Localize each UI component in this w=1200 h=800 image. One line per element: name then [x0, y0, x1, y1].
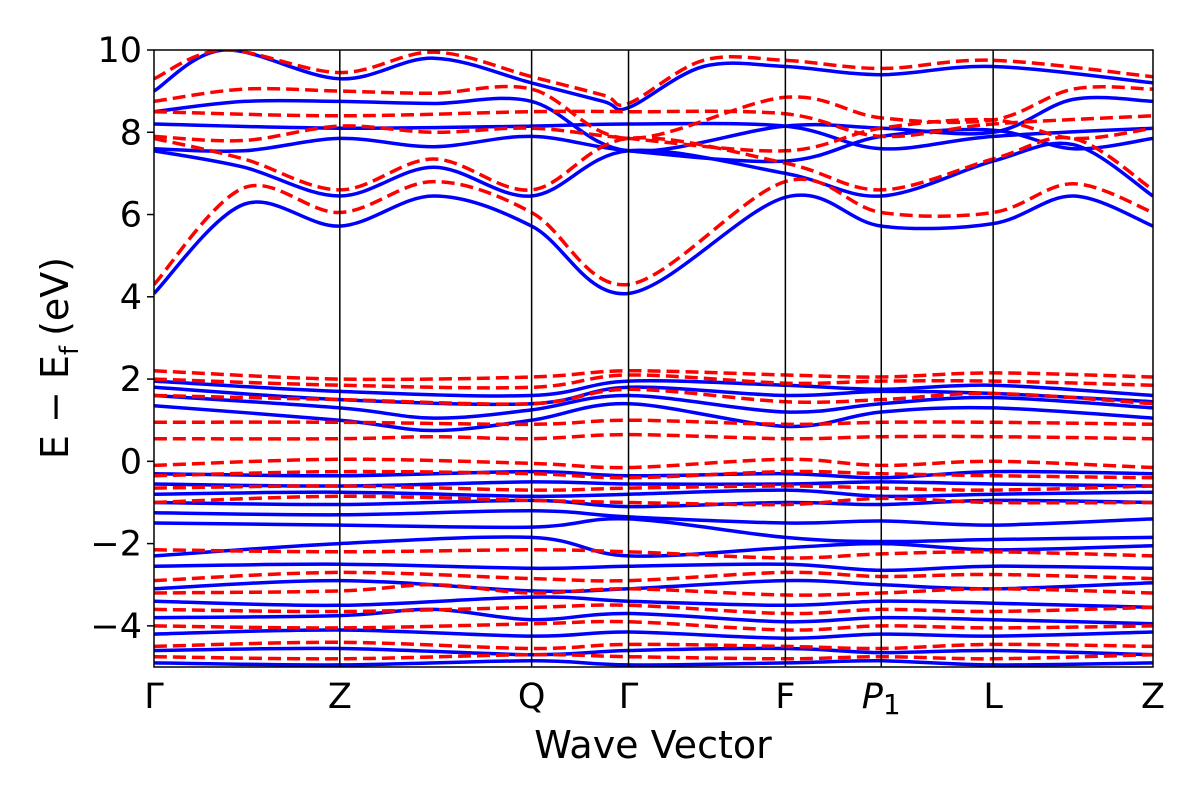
y-tick-label-5: 6	[120, 196, 142, 236]
y-axis: −4 −2 0 2 4 6 8 10	[90, 31, 154, 647]
x-tick-label-sub-5: 1	[883, 688, 901, 721]
dashed-band-line-25	[154, 135, 1153, 192]
y-tick-label-1: −2	[90, 525, 142, 565]
y-tick-label-4: 4	[120, 278, 142, 318]
dashed-band-line-27	[154, 109, 1153, 139]
x-tick-label-1: Z	[328, 677, 352, 717]
dashed-band-line-29	[154, 50, 1153, 108]
x-tick-label-0: Γ	[144, 677, 164, 717]
x-tick-label-3: Γ	[619, 677, 639, 717]
high-symmetry-lines	[339, 50, 994, 667]
dashed-band-line-41	[154, 582, 1153, 597]
plot-frame	[153, 49, 1154, 668]
x-tick-label-main-5: P	[862, 677, 884, 717]
y-axis-label: E − Ef (eV)	[33, 257, 85, 459]
x-tick-label-7: Z	[1141, 677, 1165, 717]
y-tick-label-6: 8	[120, 113, 142, 153]
y-tick-label-2: 0	[120, 442, 142, 482]
y-tick-label-3: 2	[120, 360, 142, 400]
dashed-band-line-32	[154, 387, 1153, 406]
x-tick-label-6: L	[983, 677, 1003, 717]
x-axis: Γ Z Q Γ F P1 L Z	[144, 677, 1165, 721]
x-tick-label-5: P1	[862, 677, 901, 721]
y-axis-label-main: E − E	[33, 355, 77, 459]
y-axis-label-unit: (eV)	[33, 257, 77, 336]
solid-band-line-8	[154, 393, 1153, 420]
y-axis-label-subscript: f	[55, 345, 85, 355]
solid-band-line-5	[154, 50, 1153, 112]
x-axis-label: Wave Vector	[534, 723, 772, 767]
dashed-band-line-31	[154, 373, 1153, 390]
x-tick-label-2: Q	[518, 677, 546, 717]
y-tick-label-0: −4	[90, 607, 142, 647]
solid-band-line-20	[154, 607, 1153, 626]
x-tick-label-4: F	[775, 677, 795, 717]
y-tick-label-7: 10	[97, 31, 142, 71]
dashed-band-line-34	[154, 432, 1153, 441]
